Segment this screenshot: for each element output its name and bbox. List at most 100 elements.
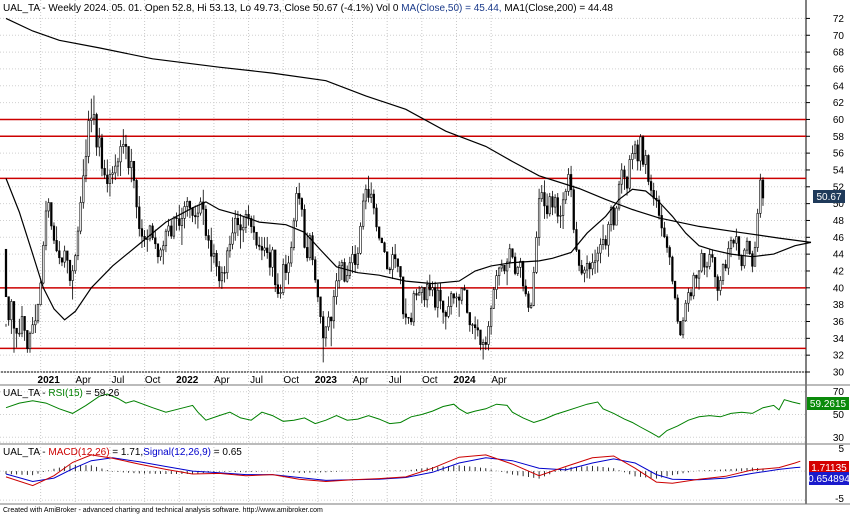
candle (503, 264, 506, 275)
candle-body (74, 255, 77, 272)
candle (569, 165, 573, 198)
signal-value-label: 0.654894 (808, 474, 850, 485)
candle (649, 174, 653, 197)
candle-body (319, 296, 322, 317)
candle (423, 287, 426, 307)
candle (74, 253, 77, 274)
candle-body (31, 324, 34, 334)
candle (743, 248, 746, 269)
candle (591, 253, 594, 276)
candle-body (226, 250, 229, 274)
candle-body (180, 218, 184, 226)
candle (116, 157, 120, 177)
candle (708, 248, 711, 270)
candle (535, 231, 538, 274)
candle-body (114, 165, 117, 174)
candle (388, 266, 391, 275)
price-header-info: - Weekly 2024. 05. 01. Open 52.8, Hi 53.… (40, 3, 402, 14)
candle (372, 189, 375, 215)
candle-body (588, 263, 591, 270)
candle-body (258, 244, 261, 247)
candle (468, 312, 471, 332)
candle (724, 259, 727, 272)
candle-body (543, 192, 546, 207)
candle-body (687, 292, 690, 304)
candle-body (609, 207, 613, 225)
candle-body (23, 316, 26, 331)
candle-body (282, 264, 285, 293)
candle-body (625, 176, 629, 189)
candle (577, 249, 581, 272)
candle-body (268, 252, 272, 268)
candle-body (47, 202, 50, 212)
candle-body (63, 250, 66, 263)
candle-body (423, 287, 426, 301)
candle (210, 227, 213, 272)
x-tick-label: Apr (214, 375, 230, 386)
candle-body (68, 259, 72, 281)
candle (290, 241, 293, 267)
candle (687, 288, 690, 312)
candle (351, 246, 354, 273)
y-tick-label: 40 (833, 283, 845, 294)
candle-body (234, 217, 237, 234)
candle-body (175, 217, 178, 219)
candle (673, 280, 677, 300)
candle-body (420, 287, 423, 293)
candle-body (156, 243, 160, 258)
candle (266, 236, 269, 259)
candle-body (111, 172, 114, 175)
candle (599, 238, 602, 264)
candle-body (287, 262, 290, 273)
candle (66, 250, 69, 274)
candle (159, 247, 162, 261)
candle (761, 177, 765, 206)
candle-body (692, 274, 695, 297)
candle (292, 217, 295, 251)
candle-body (380, 237, 383, 244)
candle (505, 258, 509, 286)
candle (231, 217, 234, 250)
candle (676, 294, 679, 324)
candle (695, 274, 698, 288)
candle (332, 289, 335, 329)
candle (274, 249, 277, 293)
candle-body (159, 249, 162, 258)
candle (162, 240, 165, 265)
candle-body (737, 236, 741, 256)
candle-body (316, 279, 319, 298)
candle-body (103, 168, 106, 176)
candle-body (87, 120, 90, 157)
candle-body (372, 193, 375, 209)
candle (255, 231, 258, 249)
rsi-line (5, 393, 801, 438)
candle-body (60, 257, 64, 263)
y-tick-label: 30 (833, 433, 845, 444)
candle (26, 330, 29, 353)
candle (47, 198, 50, 218)
x-tick-label: 2022 (176, 375, 199, 386)
candle (607, 221, 610, 257)
candle-body (396, 258, 399, 267)
candle-body (95, 114, 98, 148)
candle-body (348, 262, 351, 276)
candle-body (495, 275, 498, 290)
candle (665, 234, 669, 253)
candle (458, 293, 461, 317)
candle (519, 257, 522, 278)
candle-body (204, 208, 208, 236)
candle-body (298, 193, 301, 199)
candle (52, 222, 56, 245)
candle (359, 222, 362, 255)
candle (234, 210, 237, 241)
y-tick-label: 62 (833, 98, 845, 109)
candle-body (628, 159, 631, 189)
candle-body (743, 249, 746, 267)
candle (679, 321, 682, 336)
candle (556, 193, 559, 224)
y-tick-label: 50 (833, 410, 845, 421)
candle (276, 273, 280, 298)
y-tick-label: 38 (833, 300, 845, 311)
candle (295, 187, 298, 228)
candle (386, 251, 389, 270)
